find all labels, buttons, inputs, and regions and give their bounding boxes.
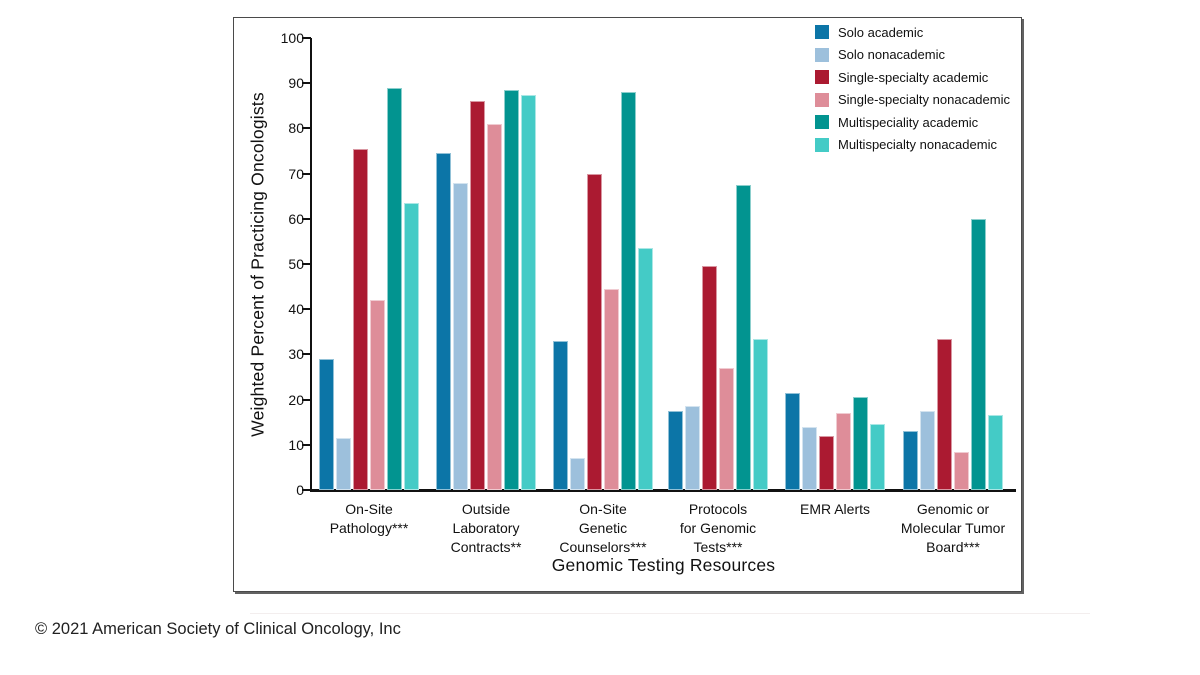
bar [604, 288, 619, 490]
legend-item: Solo nonacademic [815, 47, 1010, 62]
divider-line [250, 613, 1090, 614]
y-tick-mark [302, 489, 311, 491]
bar [587, 173, 602, 490]
legend-label: Single-specialty academic [838, 69, 989, 85]
category-label: On-Site Pathology*** [329, 501, 409, 536]
y-tick-mark [302, 37, 311, 39]
bar [668, 410, 683, 490]
y-tick-label: 30 [288, 346, 304, 363]
bar [436, 153, 451, 490]
bar [753, 338, 768, 490]
legend-label: Solo nonacademic [838, 47, 945, 62]
y-tick-mark [302, 82, 311, 85]
legend-item: Solo academic [815, 24, 1010, 40]
bar [553, 340, 568, 490]
y-axis-line [310, 38, 312, 492]
category-label: Genomic or Molecular Tumor Board*** [900, 501, 1006, 555]
bar-chart-plot-area: Weighted Percent of Practicing Oncologis… [234, 18, 1021, 591]
legend-swatch [815, 47, 829, 62]
bar [870, 424, 885, 490]
legend-swatch [815, 137, 829, 152]
legend-swatch [815, 70, 829, 84]
bar [785, 392, 800, 490]
legend: Solo academic Solo nonacademic Single-spec… [815, 25, 1010, 152]
bar [453, 182, 468, 490]
bar [621, 92, 636, 490]
legend-item: Single-specialty nonacademic [815, 92, 1010, 107]
category-label: EMR Alerts [799, 501, 870, 517]
y-tick-mark [302, 308, 311, 311]
legend-swatch [815, 115, 829, 129]
bar [903, 431, 918, 490]
bar [638, 248, 653, 490]
bar [370, 300, 385, 490]
legend-swatch [815, 92, 829, 107]
legend-item: Multispecialty nonacademic [815, 137, 1010, 152]
y-tick-label: 0 [296, 482, 304, 498]
copyright-text: © 2021 American Society of Clinical Onco… [35, 620, 401, 638]
y-tick-label: 70 [288, 165, 304, 182]
bar [988, 415, 1003, 490]
bar [487, 123, 502, 490]
y-tick-mark [302, 263, 311, 265]
bar [504, 89, 519, 490]
bar [353, 148, 368, 490]
y-tick-label: 10 [288, 436, 304, 453]
y-tick-label: 80 [288, 120, 304, 137]
y-tick-mark [302, 353, 311, 356]
y-tick-mark [302, 127, 311, 130]
bar [570, 458, 585, 490]
legend-label: Solo academic [838, 24, 924, 40]
y-tick-label: 100 [280, 30, 304, 46]
legend-label: Multispeciality academic [838, 114, 979, 130]
bar [702, 266, 717, 490]
bar [521, 94, 536, 490]
y-tick-mark [302, 398, 311, 401]
y-tick-label: 60 [288, 210, 304, 227]
bar [920, 410, 935, 490]
bar [954, 451, 969, 490]
bar [387, 87, 402, 490]
bar [470, 101, 485, 490]
legend-item: Single-specialty academic [815, 69, 1010, 85]
bar [853, 397, 868, 490]
bar [836, 413, 851, 490]
bar [404, 202, 419, 490]
y-tick-mark [302, 443, 311, 446]
bar [319, 358, 334, 490]
category-label: On-Site Genetic Counselors*** [559, 501, 647, 555]
legend-label: Single-specialty nonacademic [838, 92, 1010, 107]
bar [736, 184, 751, 490]
chart-panel: Weighted Percent of Practicing Oncologis… [233, 17, 1022, 592]
y-tick-label: 20 [288, 391, 304, 408]
bar [336, 438, 351, 490]
bar [802, 426, 817, 490]
bar [719, 367, 734, 490]
bar [971, 218, 986, 490]
bar [685, 406, 700, 490]
y-tick-label: 90 [288, 75, 304, 92]
x-axis-title: Genomic Testing Resources [551, 555, 776, 575]
bar [819, 435, 834, 490]
y-tick-label: 40 [288, 301, 304, 318]
category-label: Outside Laboratory Contracts** [450, 501, 522, 555]
y-tick-mark [302, 172, 311, 175]
legend-swatch [815, 25, 829, 39]
category-label: Protocols for Genomic Tests*** [679, 501, 757, 555]
legend-label: Multispecialty nonacademic [838, 137, 997, 152]
y-tick-mark [302, 217, 311, 220]
x-axis-line [310, 489, 1016, 492]
y-tick-label: 50 [288, 256, 304, 272]
bar [937, 338, 952, 490]
legend-item: Multispeciality academic [815, 114, 1010, 130]
